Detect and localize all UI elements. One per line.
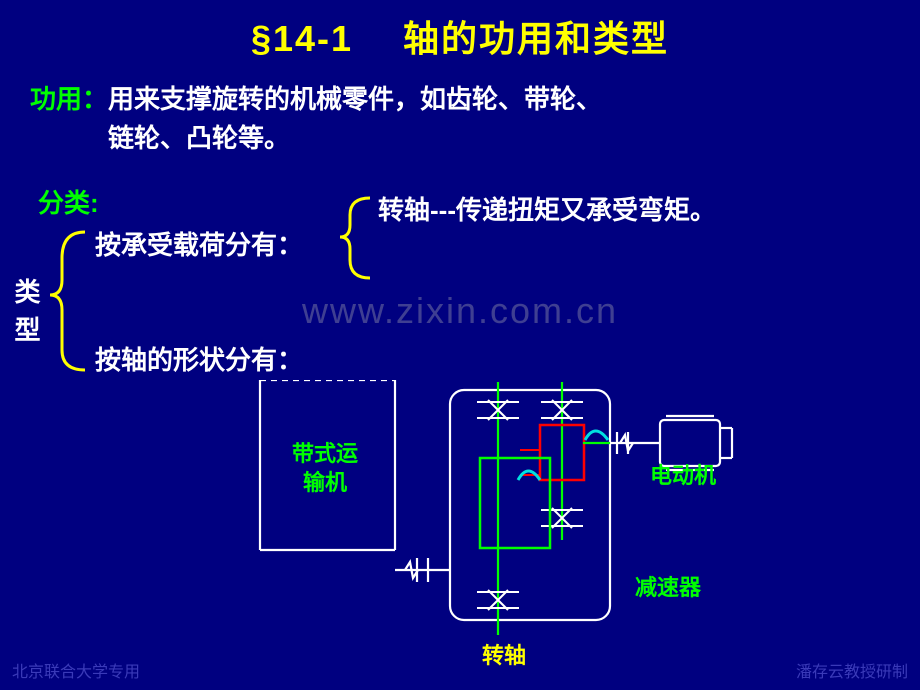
footer-left: 北京联合大学专用 — [12, 658, 140, 682]
mechanical-diagram: 带式运 输机 电动机 减速器 转轴 — [230, 380, 790, 665]
section-title: §14-1 轴的功用和类型 — [0, 0, 920, 62]
shaft-label: 转轴 — [482, 638, 526, 670]
function-label: 功用： — [30, 80, 108, 158]
by-load-label: 按承受载荷分有： — [95, 225, 303, 262]
watermark: www.zixin.com.cn — [0, 290, 920, 332]
reducer-housing — [450, 390, 610, 620]
bearing-symbols — [477, 400, 583, 610]
cyan-arc-1 — [585, 431, 608, 440]
motor-label: 电动机 — [650, 458, 716, 490]
by-shape-label: 按轴的形状分有： — [95, 340, 303, 377]
diagram-svg — [230, 380, 790, 665]
belt-conveyor-label: 带式运 输机 — [292, 440, 358, 497]
function-line2: 链轮、凸轮等。 — [108, 119, 602, 158]
function-line1: 用来支撑旋转的机械零件，如齿轮、带轮、 — [108, 80, 602, 119]
type-vertical-label: 类型 — [8, 278, 45, 354]
coupling-left — [395, 558, 450, 582]
zhuanzhou-definition: 转轴---传递扭矩又承受弯矩。 — [378, 190, 716, 227]
function-body: 用来支撑旋转的机械零件，如齿轮、带轮、 链轮、凸轮等。 — [108, 80, 602, 158]
footer-right: 潘存云教授研制 — [796, 658, 908, 682]
reducer-label: 减速器 — [635, 570, 701, 602]
